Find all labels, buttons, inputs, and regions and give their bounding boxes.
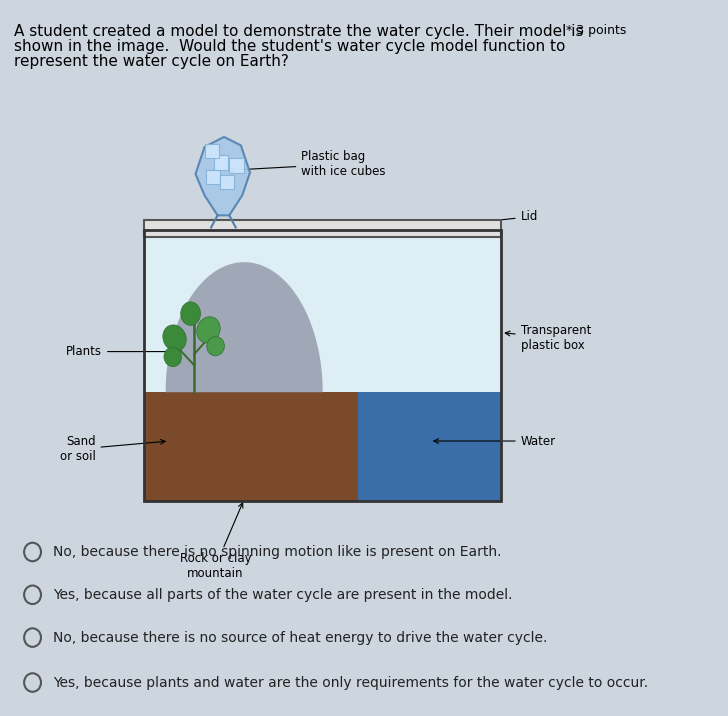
- Bar: [144, 220, 502, 237]
- Ellipse shape: [163, 325, 186, 351]
- Bar: [144, 230, 502, 500]
- Text: * 3 points: * 3 points: [566, 24, 627, 37]
- Text: No, because there is no spinning motion like is present on Earth.: No, because there is no spinning motion …: [53, 545, 502, 559]
- Ellipse shape: [197, 316, 220, 343]
- Bar: [294, 392, 502, 500]
- Text: Water: Water: [434, 435, 556, 448]
- Bar: [229, 158, 244, 173]
- Text: shown in the image.  Would the student's water cycle model function to: shown in the image. Would the student's …: [15, 39, 566, 54]
- Text: No, because there is no source of heat energy to drive the water cycle.: No, because there is no source of heat e…: [53, 631, 547, 644]
- Polygon shape: [166, 262, 323, 392]
- Text: represent the water cycle on Earth?: represent the water cycle on Earth?: [15, 54, 289, 69]
- Text: Rock or clay
mountain: Rock or clay mountain: [180, 503, 251, 580]
- Text: A student created a model to demonstrate the water cycle. Their model is: A student created a model to demonstrate…: [15, 24, 584, 39]
- Text: Yes, because plants and water are the only requirements for the water cycle to o: Yes, because plants and water are the on…: [53, 675, 649, 690]
- Ellipse shape: [164, 347, 181, 367]
- Text: Plants: Plants: [66, 345, 180, 358]
- Bar: [220, 175, 234, 189]
- Text: Transparent
plastic box: Transparent plastic box: [505, 324, 591, 352]
- Polygon shape: [196, 137, 250, 216]
- Bar: [206, 170, 220, 184]
- Text: Lid: Lid: [441, 211, 538, 228]
- Text: Yes, because all parts of the water cycle are present in the model.: Yes, because all parts of the water cycl…: [53, 588, 513, 601]
- Text: Plastic bag
with ice cubes: Plastic bag with ice cubes: [230, 150, 386, 178]
- Text: Sand
or soil: Sand or soil: [60, 435, 165, 463]
- Bar: [205, 144, 219, 158]
- Bar: [144, 230, 502, 500]
- Ellipse shape: [181, 302, 200, 325]
- Bar: [144, 392, 358, 500]
- Bar: [213, 155, 228, 170]
- Ellipse shape: [207, 337, 224, 356]
